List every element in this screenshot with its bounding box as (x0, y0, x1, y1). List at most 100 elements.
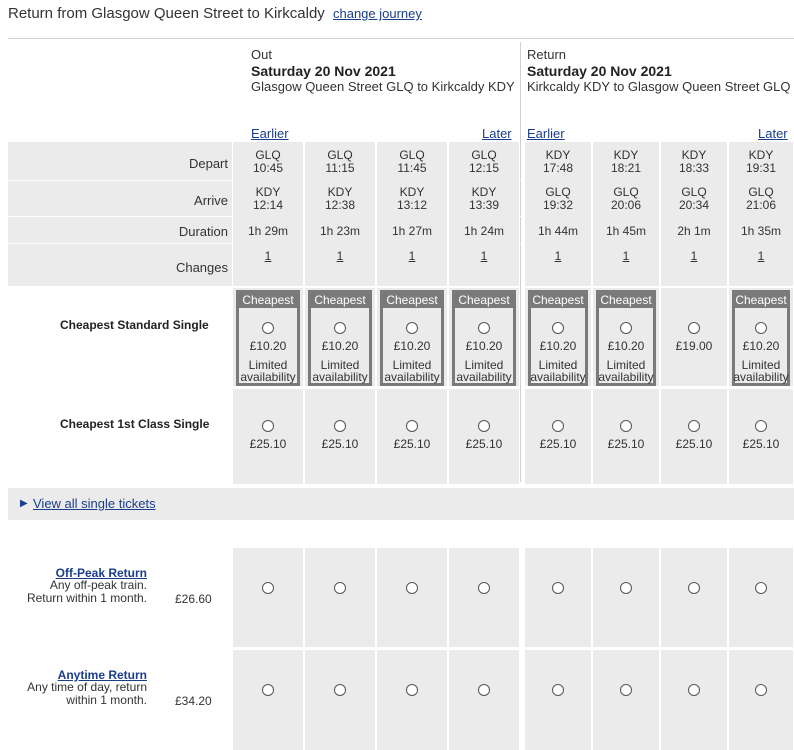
changes-link[interactable]: 1 (336, 249, 344, 263)
return-ticket-radio[interactable] (620, 684, 632, 696)
arrive-time: 19:32 (542, 198, 574, 212)
changes-link[interactable]: 1 (264, 249, 272, 263)
first-class-single-radio[interactable] (552, 420, 564, 432)
outbound-later-link[interactable]: Later (482, 126, 512, 141)
outbound-route: Glasgow Queen Street GLQ to Kirkcaldy KD… (251, 79, 515, 94)
standard-single-price: £10.20 (321, 339, 359, 353)
depart-time: 12:15 (468, 161, 500, 175)
label-column-bg (8, 142, 232, 286)
return-ticket-name-link[interactable]: Anytime Return (57, 668, 147, 682)
limited-availability-text: availability (530, 370, 586, 384)
return-ticket-description: within 1 month. (66, 693, 147, 707)
return-ticket-radio[interactable] (688, 684, 700, 696)
return-ticket-cell (729, 548, 793, 647)
return-ticket-name-link[interactable]: Off-Peak Return (55, 566, 147, 580)
duration-value: 1h 44m (537, 224, 579, 238)
cheapest-box: Cheapest (596, 290, 656, 386)
direction-divider (520, 42, 521, 482)
duration-value: 1h 23m (319, 224, 361, 238)
duration-value: 1h 45m (605, 224, 647, 238)
return-ticket-radio[interactable] (688, 582, 700, 594)
depart-station: KDY (545, 148, 571, 162)
arrive-station: GLQ (545, 185, 571, 199)
return-ticket-radio[interactable] (478, 582, 490, 594)
standard-single-radio[interactable] (262, 322, 274, 334)
return-ticket-radio[interactable] (406, 582, 418, 594)
standard-single-cell: £19.00 (661, 288, 727, 386)
first-class-single-radio[interactable] (688, 420, 700, 432)
return-ticket-description: Any time of day, return (27, 680, 147, 694)
standard-single-radio[interactable] (334, 322, 346, 334)
standard-single-label: Cheapest Standard Single (60, 318, 209, 332)
changes-link[interactable]: 1 (622, 249, 630, 263)
depart-station: GLQ (399, 148, 425, 162)
first-class-single-radio[interactable] (755, 420, 767, 432)
first-class-single-price: £25.10 (742, 437, 780, 451)
standard-single-radio[interactable] (620, 322, 632, 334)
arrive-time: 13:39 (468, 198, 500, 212)
change-journey-link[interactable]: change journey (332, 6, 422, 21)
outbound-earlier-link[interactable]: Earlier (251, 126, 289, 141)
return-heading: Return Saturday 20 Nov 2021 Kirkcaldy KD… (527, 47, 791, 95)
return-later-link[interactable]: Later (758, 126, 788, 141)
return-ticket-cell (525, 650, 591, 750)
standard-single-radio[interactable] (478, 322, 490, 334)
return-ticket-radio[interactable] (552, 582, 564, 594)
standard-single-radio[interactable] (406, 322, 418, 334)
standard-single-radio[interactable] (688, 322, 700, 334)
changes-link[interactable]: 1 (408, 249, 416, 263)
return-ticket-radio[interactable] (262, 582, 274, 594)
arrive-time: 20:06 (610, 198, 642, 212)
journey-header-bg (729, 142, 793, 286)
cheapest-box: Cheapest (452, 290, 516, 386)
standard-single-radio[interactable] (755, 322, 767, 334)
changes-link[interactable]: 1 (757, 249, 765, 263)
return-ticket-radio[interactable] (406, 684, 418, 696)
return-date: Saturday 20 Nov 2021 (527, 63, 672, 79)
limited-availability-text: Limited (741, 358, 781, 372)
journey-header-bg (449, 142, 519, 286)
changes-label: Changes (175, 260, 228, 275)
return-ticket-radio[interactable] (620, 582, 632, 594)
view-all-singles-link[interactable]: View all single tickets (33, 496, 156, 511)
cheapest-box: Cheapest (236, 290, 300, 386)
cheapest-box: Cheapest (308, 290, 372, 386)
limited-availability-text: availability (456, 370, 512, 384)
return-ticket-cell (233, 548, 303, 647)
first-class-single-radio[interactable] (406, 420, 418, 432)
return-earlier-link[interactable]: Earlier (527, 126, 565, 141)
depart-time: 19:31 (745, 161, 777, 175)
standard-single-radio[interactable] (552, 322, 564, 334)
changes-link[interactable]: 1 (690, 249, 698, 263)
return-ticket-radio[interactable] (334, 582, 346, 594)
depart-time: 11:15 (325, 161, 355, 175)
return-label: Return (527, 47, 567, 62)
limited-availability-text: Limited (606, 358, 646, 372)
return-ticket-cell (377, 548, 447, 647)
return-ticket-radio[interactable] (755, 684, 767, 696)
first-class-single-radio[interactable] (620, 420, 632, 432)
standard-single-price: £19.00 (675, 339, 713, 353)
return-ticket-radio[interactable] (334, 684, 346, 696)
first-class-single-radio[interactable] (478, 420, 490, 432)
return-ticket-cell (377, 650, 447, 750)
first-class-single-radio[interactable] (262, 420, 274, 432)
first-class-single-price: £25.10 (249, 437, 287, 451)
journey-header-bg (593, 142, 659, 286)
arrive-station: KDY (327, 185, 353, 199)
limited-availability-text: Limited (538, 358, 578, 372)
page-title-text: Return from Glasgow Queen Street to Kirk… (8, 5, 325, 22)
return-ticket-radio[interactable] (755, 582, 767, 594)
first-class-single-price: £25.10 (675, 437, 713, 451)
outbound-date: Saturday 20 Nov 2021 (251, 63, 396, 79)
first-class-single-radio[interactable] (334, 420, 346, 432)
changes-link[interactable]: 1 (554, 249, 562, 263)
return-ticket-radio[interactable] (552, 684, 564, 696)
view-all-singles-bar: ▶ View all single tickets (8, 488, 794, 520)
return-ticket-radio[interactable] (262, 684, 274, 696)
expand-triangle-icon[interactable]: ▶ (20, 498, 28, 509)
changes-link[interactable]: 1 (480, 249, 488, 263)
standard-single-price: £10.20 (465, 339, 503, 353)
return-ticket-cell (593, 548, 659, 647)
return-ticket-radio[interactable] (478, 684, 490, 696)
